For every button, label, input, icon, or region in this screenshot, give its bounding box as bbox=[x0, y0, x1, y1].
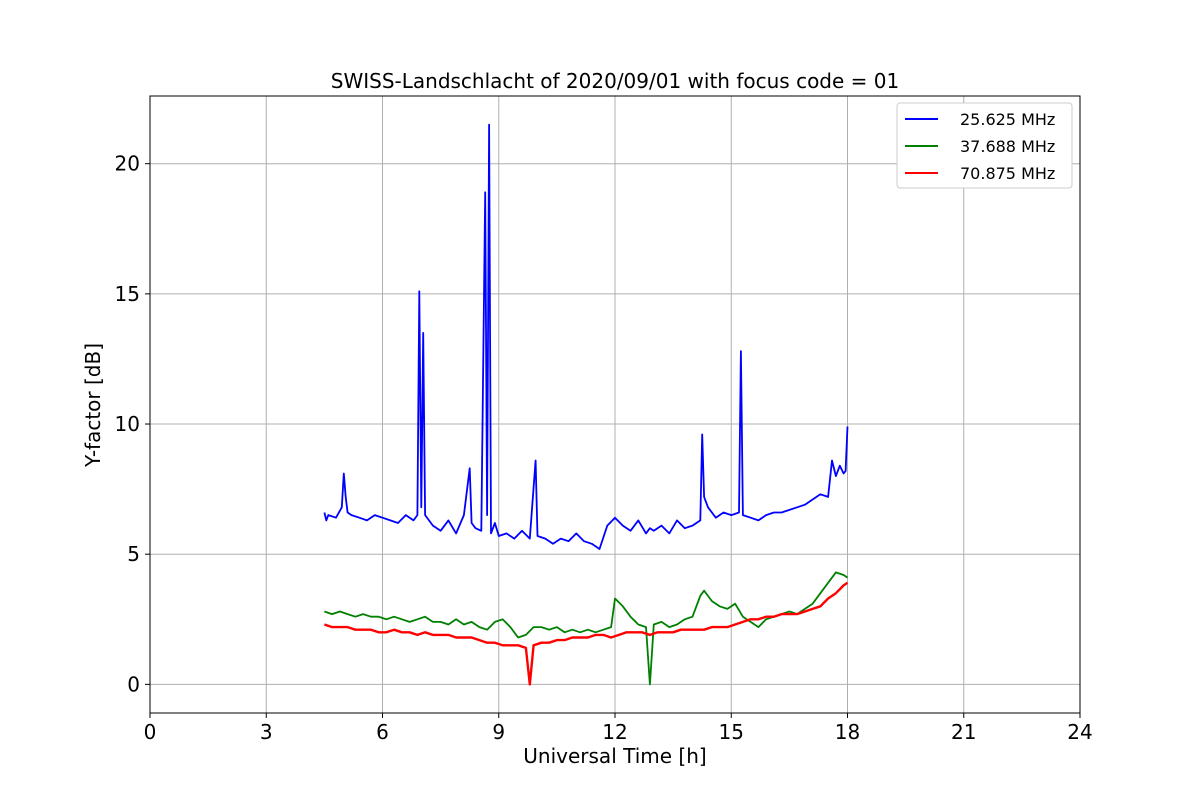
legend-label-1: 25.625 MHz bbox=[960, 110, 1055, 129]
y-tick-label: 20 bbox=[115, 152, 140, 176]
x-tick-label: 12 bbox=[602, 720, 627, 744]
x-axis-label: Universal Time [h] bbox=[523, 744, 706, 768]
x-tick-label: 15 bbox=[719, 720, 744, 744]
legend: 25.625 MHz 37.688 MHz 70.875 MHz bbox=[896, 102, 1073, 189]
y-axis-label: Y-factor [dB] bbox=[81, 343, 105, 468]
series-line-2 bbox=[324, 571, 848, 686]
legend-box bbox=[896, 102, 1073, 189]
x-tick-label: 9 bbox=[492, 720, 505, 744]
x-tick-label: 24 bbox=[1067, 720, 1092, 744]
y-tick-label: 0 bbox=[127, 672, 140, 696]
x-tick-label: 21 bbox=[951, 720, 976, 744]
legend-label-2: 37.688 MHz bbox=[960, 137, 1055, 156]
y-tick-label: 15 bbox=[115, 282, 140, 306]
x-tick-label: 3 bbox=[260, 720, 273, 744]
y-tick-label: 5 bbox=[127, 542, 140, 566]
legend-label-3: 70.875 MHz bbox=[960, 164, 1055, 183]
y-tick-label: 10 bbox=[115, 412, 140, 436]
x-tick-label: 6 bbox=[376, 720, 389, 744]
y-axis: 0 5 10 15 20 bbox=[115, 152, 150, 696]
x-tick-label: 0 bbox=[144, 720, 157, 744]
series-group bbox=[323, 123, 849, 686]
x-axis: 0 3 6 9 12 15 18 21 24 bbox=[144, 713, 1093, 744]
chart-title: SWISS-Landschlacht of 2020/09/01 with fo… bbox=[331, 69, 899, 93]
series-line-1 bbox=[323, 123, 849, 550]
series-line-3 bbox=[324, 581, 849, 686]
x-tick-label: 18 bbox=[835, 720, 860, 744]
